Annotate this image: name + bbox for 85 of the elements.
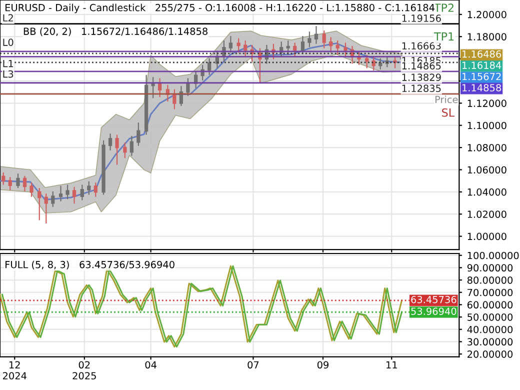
candlestick — [322, 30, 326, 48]
text: 1.15672 — [462, 72, 501, 80]
y-tick-label: 1.06000 — [468, 166, 506, 174]
candlestick — [22, 176, 27, 192]
candlestick — [2, 172, 6, 185]
y-tick-label: 80.00000 — [467, 276, 513, 284]
candlestick — [72, 186, 76, 204]
x-tick-label: 07 — [248, 361, 259, 369]
annotation: SL — [442, 108, 455, 117]
candlestick — [372, 57, 376, 70]
candlestick — [16, 174, 20, 188]
candlestick — [208, 58, 212, 75]
y-tick-label: 1.04000 — [468, 188, 506, 196]
candlestick — [336, 40, 340, 55]
y-tick-label: 1.20000 — [468, 10, 506, 18]
candlestick — [186, 78, 190, 96]
candlestick — [66, 184, 70, 200]
candlestick — [30, 182, 34, 197]
y-tick-label: 70.00000 — [468, 288, 513, 296]
ref-line-label: 1.14865 — [402, 62, 441, 70]
candlestick — [44, 194, 48, 224]
candlestick — [228, 36, 233, 53]
candlestick — [344, 42, 348, 58]
candlestick — [329, 37, 333, 53]
ref-line-label: 1.16663 — [402, 42, 441, 50]
text: 1.16486 — [462, 50, 502, 58]
ref-line-label: 1.12835 — [402, 84, 441, 92]
y-tick-label: 30.00000 — [468, 338, 513, 346]
ref-line-label: 1.13829 — [402, 74, 441, 81]
candlestick — [393, 57, 397, 68]
candlestick — [300, 36, 305, 54]
x-tick-label: 11 — [386, 361, 397, 368]
candlestick — [51, 191, 55, 207]
candlestick — [308, 32, 312, 48]
x-tick-label: 04 — [145, 361, 156, 369]
candlestick — [58, 186, 63, 202]
candlestick — [378, 58, 382, 70]
text: BB (20, 2) 1.15672/1.16486/1.14858 — [24, 27, 208, 36]
y-tick-label: 1.00000 — [468, 232, 506, 240]
candlestick — [8, 176, 12, 190]
y-tick-label: 1.08000 — [468, 144, 506, 152]
candlestick — [94, 182, 98, 197]
y-tick-label: 1.12000 — [468, 100, 506, 107]
y-tick-label: 40.00000 — [467, 326, 513, 334]
candlestick — [136, 122, 140, 146]
candlestick — [172, 89, 176, 110]
y-tick-label: 50.00000 — [468, 313, 513, 321]
candlestick — [244, 40, 248, 58]
y-tick-label: 1.10000 — [468, 122, 506, 130]
x-tick-label: 09 — [317, 361, 328, 369]
annotation: TP1 — [434, 32, 454, 41]
chart-title: EURUSD - Daily - Candlestick 255/275 - O:1.16008 - H:1.16220 - L:1.15880 - C:1.16184 — [6, 4, 434, 14]
candlestick — [314, 26, 318, 44]
candlestick — [123, 142, 127, 158]
annotation: L0 — [3, 38, 14, 46]
x-tick-label: 02 2025 — [72, 361, 96, 380]
candlestick — [158, 78, 162, 98]
annotation: TP2 — [434, 4, 454, 12]
candlestick — [87, 181, 91, 195]
ref-line-label: 1.19156 — [402, 14, 441, 22]
candlestick — [286, 40, 290, 55]
text: 1.14858 — [462, 84, 501, 92]
text: 1.16184 — [462, 62, 502, 69]
y-tick-label: 60.00000 — [467, 301, 513, 309]
candlestick — [80, 184, 84, 200]
candlestick — [38, 188, 42, 220]
annotation: Price — [435, 96, 458, 104]
y-tick-label: 20.00000 — [468, 350, 513, 358]
y-tick-label: 90.00000 — [467, 264, 513, 272]
ref-line-label: 63.45736 — [411, 296, 456, 304]
candlestick — [236, 38, 240, 53]
text: FULL (5, 8, 3) 63.45736/53.96940 — [6, 260, 174, 270]
y-tick-label: 1.18000 — [468, 33, 506, 40]
x-tick-label: 12 2024 — [2, 361, 26, 380]
annotation: L3 — [3, 70, 14, 78]
candlestick — [293, 42, 297, 58]
annotation: L2 — [3, 14, 13, 22]
candlestick — [115, 134, 119, 165]
y-tick-label: 100.00000 — [468, 252, 519, 260]
annotation: L1 — [3, 60, 13, 68]
y-tick-label: 1.02000 — [468, 210, 506, 218]
ref-line-label: 53.96940 — [411, 308, 456, 315]
candlestick — [130, 136, 134, 156]
candlestick — [365, 54, 369, 68]
candlestick — [108, 134, 112, 150]
